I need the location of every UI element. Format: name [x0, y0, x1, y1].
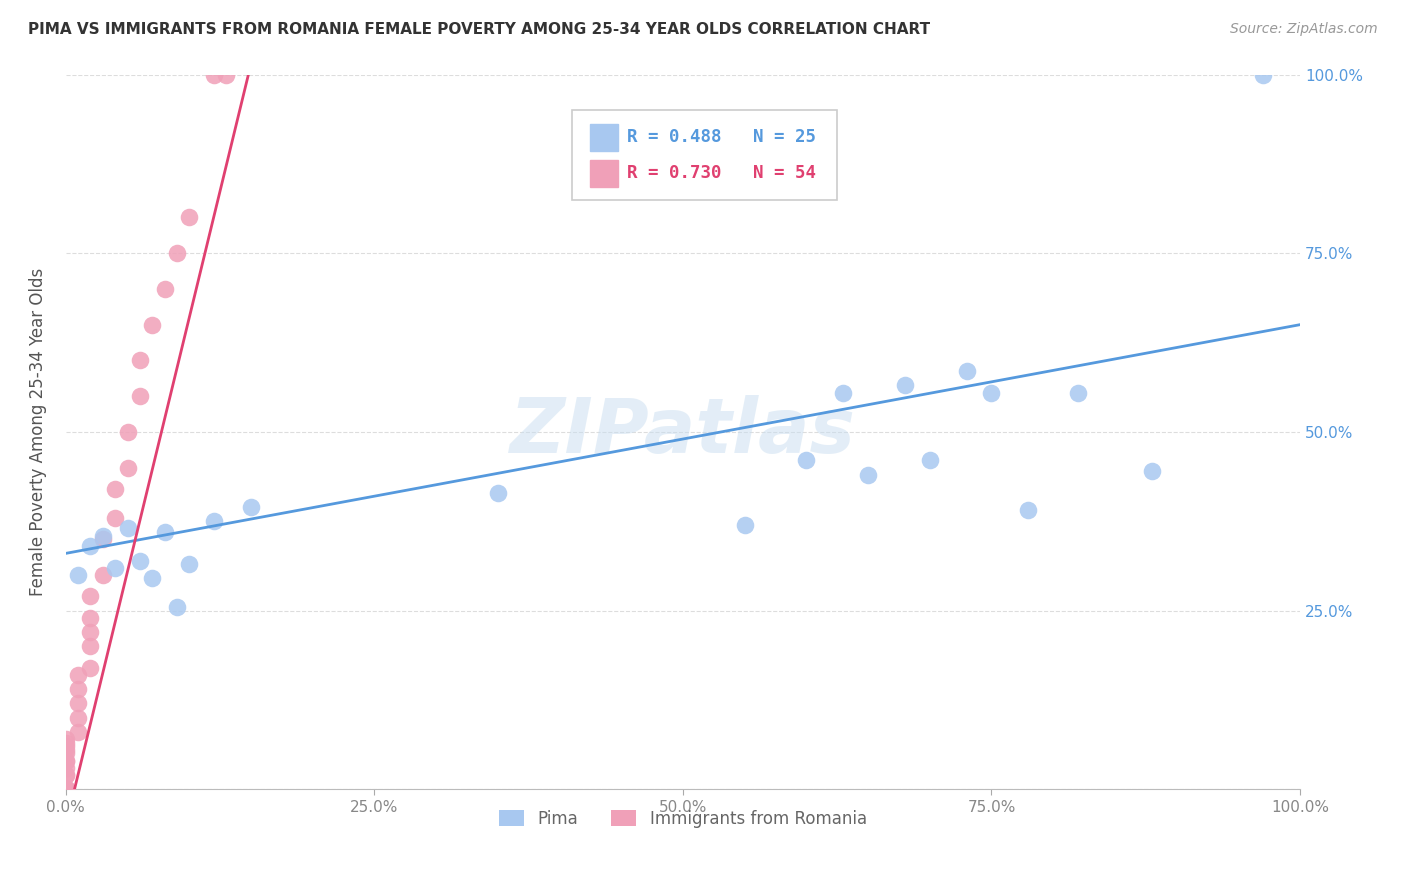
Point — [141, 571, 163, 585]
Point — [79, 625, 101, 640]
Point — [55, 739, 77, 754]
Point — [79, 640, 101, 654]
Point — [55, 732, 77, 747]
Point — [79, 589, 101, 603]
Point — [55, 782, 77, 797]
Point — [67, 682, 90, 697]
Point — [67, 668, 90, 682]
Point — [55, 782, 77, 797]
Point — [166, 246, 188, 260]
Point — [55, 782, 77, 797]
Point — [67, 725, 90, 739]
Text: PIMA VS IMMIGRANTS FROM ROMANIA FEMALE POVERTY AMONG 25-34 YEAR OLDS CORRELATION: PIMA VS IMMIGRANTS FROM ROMANIA FEMALE P… — [28, 22, 931, 37]
Point — [128, 553, 150, 567]
Point — [486, 485, 509, 500]
Point — [91, 528, 114, 542]
Point — [856, 467, 879, 482]
Point — [153, 524, 176, 539]
Point — [128, 353, 150, 368]
Point — [55, 754, 77, 768]
Text: R = 0.488   N = 25: R = 0.488 N = 25 — [627, 128, 817, 146]
Point — [1140, 464, 1163, 478]
Point — [141, 318, 163, 332]
Point — [91, 532, 114, 546]
Point — [55, 782, 77, 797]
FancyBboxPatch shape — [572, 111, 837, 200]
Point — [215, 68, 238, 82]
Point — [55, 768, 77, 782]
Point — [67, 711, 90, 725]
Point — [104, 510, 127, 524]
Point — [1067, 385, 1090, 400]
Point — [734, 517, 756, 532]
Point — [55, 768, 77, 782]
Point — [55, 736, 77, 750]
Point — [55, 754, 77, 768]
Point — [55, 782, 77, 797]
Legend: Pima, Immigrants from Romania: Pima, Immigrants from Romania — [492, 803, 873, 835]
Point — [55, 782, 77, 797]
Point — [117, 521, 139, 535]
Point — [894, 378, 917, 392]
Point — [55, 743, 77, 757]
Text: R = 0.730   N = 54: R = 0.730 N = 54 — [627, 164, 817, 182]
Point — [832, 385, 855, 400]
Point — [67, 567, 90, 582]
Point — [153, 282, 176, 296]
Text: ZIPatlas: ZIPatlas — [510, 395, 856, 469]
Text: Source: ZipAtlas.com: Source: ZipAtlas.com — [1230, 22, 1378, 37]
Point — [79, 661, 101, 675]
Point — [202, 68, 225, 82]
Point — [166, 599, 188, 614]
Point — [980, 385, 1002, 400]
Y-axis label: Female Poverty Among 25-34 Year Olds: Female Poverty Among 25-34 Year Olds — [30, 268, 46, 596]
Point — [1018, 503, 1040, 517]
Point — [55, 782, 77, 797]
Point — [55, 782, 77, 797]
Point — [55, 782, 77, 797]
Bar — [591, 160, 617, 186]
Point — [55, 782, 77, 797]
Point — [79, 610, 101, 624]
Point — [55, 782, 77, 797]
Point — [67, 697, 90, 711]
Point — [956, 364, 979, 378]
Point — [55, 782, 77, 797]
Bar — [591, 124, 617, 151]
Point — [55, 761, 77, 775]
Point — [55, 747, 77, 761]
Point — [79, 539, 101, 553]
Point — [55, 782, 77, 797]
Point — [104, 482, 127, 496]
Point — [91, 567, 114, 582]
Point — [55, 782, 77, 797]
Point — [794, 453, 817, 467]
Point — [104, 560, 127, 574]
Point — [117, 425, 139, 439]
Point — [179, 557, 201, 571]
Point — [117, 460, 139, 475]
Point — [179, 211, 201, 225]
Point — [202, 514, 225, 528]
Point — [55, 782, 77, 797]
Point — [55, 782, 77, 797]
Point — [128, 389, 150, 403]
Point — [55, 782, 77, 797]
Point — [918, 453, 941, 467]
Point — [55, 782, 77, 797]
Point — [55, 782, 77, 797]
Point — [55, 782, 77, 797]
Point — [1251, 68, 1274, 82]
Point — [239, 500, 262, 514]
